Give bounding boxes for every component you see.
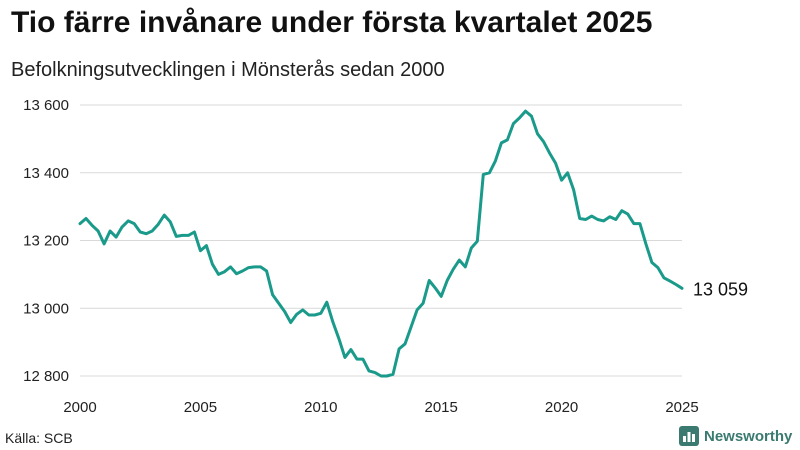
- x-tick-label: 2000: [63, 399, 96, 416]
- source-note: Källa: SCB: [5, 430, 73, 446]
- x-tick-label: 2005: [184, 399, 217, 416]
- x-tick-label: 2010: [304, 399, 337, 416]
- x-tick-label: 2015: [425, 399, 458, 416]
- x-tick-label: 2025: [665, 399, 698, 416]
- y-tick-label: 13 000: [23, 300, 69, 317]
- y-tick-label: 13 200: [23, 233, 69, 250]
- brand-logo: Newsworthy: [679, 426, 792, 446]
- population-series-line: [78, 109, 684, 378]
- x-tick-label: 2020: [545, 399, 578, 416]
- y-tick-label: 13 600: [23, 97, 69, 114]
- chart-title: Tio färre invånare under första kvartale…: [11, 6, 653, 39]
- chart-subtitle: Befolkningsutvecklingen i Mönsterås seda…: [11, 59, 445, 81]
- y-tick-label: 13 400: [23, 165, 69, 182]
- last-value-label: 13 059: [693, 279, 748, 299]
- series-layer: [78, 109, 684, 378]
- brand-name: Newsworthy: [704, 427, 793, 445]
- bar-chart-icon: [679, 426, 699, 446]
- x-axis-ticks: 2000 2005 2010 2015 2020 2025: [63, 399, 698, 416]
- gridlines: [80, 104, 682, 377]
- y-tick-label: 12 800: [23, 368, 69, 385]
- y-axis-ticks: 12 800 13 000 13 200 13 400 13 600: [23, 97, 69, 385]
